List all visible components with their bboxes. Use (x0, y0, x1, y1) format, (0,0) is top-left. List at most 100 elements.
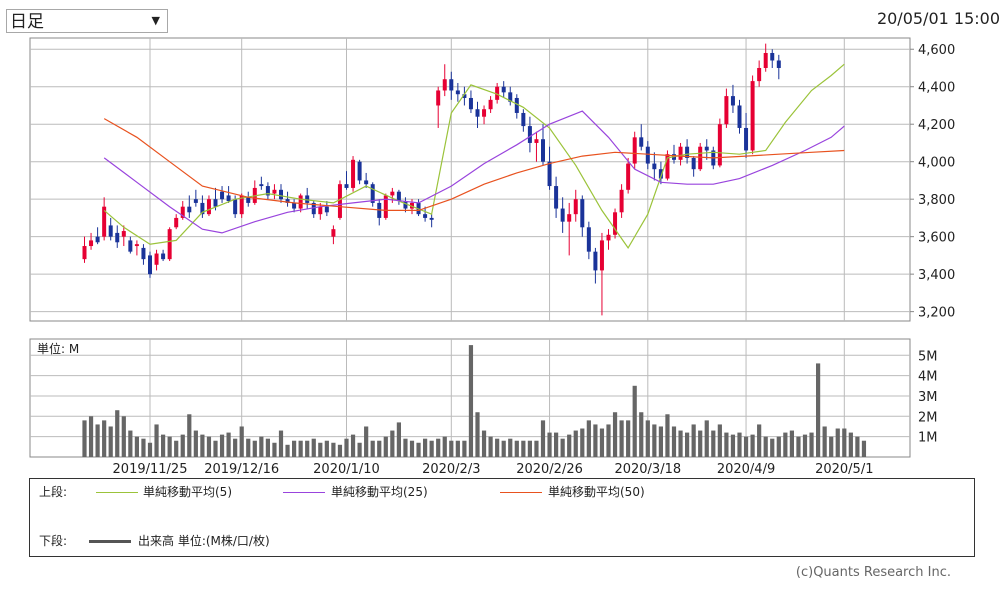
volume-bar (652, 424, 657, 457)
candle-body (206, 199, 211, 215)
volume-bar (770, 438, 775, 457)
volume-bar (501, 440, 506, 457)
candle-body (632, 137, 637, 164)
candle-body (599, 240, 604, 271)
volume-bar (554, 432, 559, 457)
volume-bar (102, 420, 107, 457)
candle-body (318, 206, 323, 215)
volume-bar (495, 438, 500, 457)
volume-bar (606, 424, 611, 457)
candle-body (442, 79, 447, 91)
candle-body (580, 199, 585, 228)
legend-item-ma5: 単純移動平均(5) (143, 485, 232, 499)
price-y-tick-label: 4,200 (918, 118, 955, 133)
candle-body (364, 180, 369, 185)
candle-body (475, 109, 480, 117)
volume-bar (272, 442, 277, 457)
volume-bar (802, 434, 808, 457)
volume-bar (514, 440, 519, 457)
candle-body (292, 202, 297, 209)
volume-bar (534, 440, 539, 457)
volume-bar (488, 436, 493, 457)
chevron-down-icon: ▼ (151, 14, 160, 27)
candle-body (187, 206, 192, 213)
candle-body (495, 86, 500, 100)
candle-body (593, 251, 598, 271)
legend-line-ma25 (283, 492, 325, 493)
volume-bar (685, 432, 690, 457)
volume-bar (206, 436, 212, 457)
candle-body (121, 231, 126, 237)
volume-bar (763, 436, 768, 457)
volume-bar (449, 440, 454, 457)
candle-body (298, 195, 303, 209)
volume-bar (324, 440, 329, 457)
legend-item-ma25: 単純移動平均(25) (331, 485, 428, 499)
volume-bar (632, 385, 637, 457)
stock-chart: 3,200 3,400 3,600 3,800 4,000 4,200 4,400 4,600… (29, 37, 955, 477)
volume-bar (724, 432, 729, 457)
candle-body (115, 232, 120, 243)
candle-body (233, 199, 238, 215)
legend-line-ma5 (96, 492, 138, 493)
volume-bar (246, 438, 251, 457)
candle-body (730, 96, 735, 106)
x-tick-label: 2019/12/16 (204, 462, 279, 477)
period-select-value: 日足 (10, 12, 44, 32)
candle-body (488, 99, 493, 110)
volume-bar (377, 440, 382, 457)
volume-bar (88, 416, 94, 457)
volume-bar (292, 440, 297, 457)
candle-body (462, 94, 467, 98)
volume-bar (671, 426, 677, 457)
candle-body (750, 81, 755, 151)
legend-line-ma50 (500, 492, 542, 493)
candle-body (698, 146, 703, 170)
volume-y-tick-label: 1M (918, 431, 938, 446)
volume-bar (226, 432, 231, 457)
candle-body (744, 127, 749, 151)
candle-body (311, 202, 316, 215)
candle-body (141, 247, 146, 260)
volume-bar (665, 414, 670, 457)
volume-bar (586, 420, 591, 457)
candle-body (757, 67, 762, 82)
legend-lower-row: 下段: 出来高 単位:(M株/口/枚) (30, 532, 970, 550)
candle-body (737, 105, 742, 128)
volume-bar (141, 438, 146, 457)
candle-body (547, 161, 552, 187)
volume-bar (285, 444, 290, 457)
candle-body (521, 112, 526, 127)
volume-bar (82, 420, 87, 457)
candle-body (180, 206, 185, 218)
x-tick-label: 2020/3/18 (614, 462, 681, 477)
candle-body (645, 146, 650, 164)
candle-body (174, 217, 179, 228)
price-y-tick-label: 4,400 (918, 81, 955, 96)
candle-body (508, 92, 513, 102)
candle-body (161, 253, 166, 260)
candle-body (455, 90, 460, 95)
candle-body (108, 225, 113, 237)
volume-bar (350, 434, 356, 457)
volume-bar (252, 440, 257, 457)
candle-body (259, 184, 264, 187)
candle-body (403, 201, 408, 209)
volume-bar (115, 410, 120, 457)
volume-bar (567, 434, 572, 457)
candle-body (213, 199, 218, 207)
candle-body (167, 229, 172, 260)
volume-bar (521, 440, 526, 457)
volume-bar (409, 440, 415, 457)
volume-bar (626, 420, 631, 457)
x-tick-label: 2019/11/25 (113, 462, 188, 477)
period-select[interactable]: 日足 ▼ (6, 9, 168, 33)
volume-bar (370, 440, 375, 457)
legend: 上段: 単純移動平均(5) 単純移動平均(25) 単純移動平均(50) 下段: … (29, 478, 975, 557)
candle-body (678, 146, 683, 160)
candle-body (154, 253, 159, 265)
candle-body (541, 139, 545, 162)
candle-body (128, 240, 133, 252)
candle-body (82, 246, 87, 260)
volume-bar (357, 442, 362, 457)
